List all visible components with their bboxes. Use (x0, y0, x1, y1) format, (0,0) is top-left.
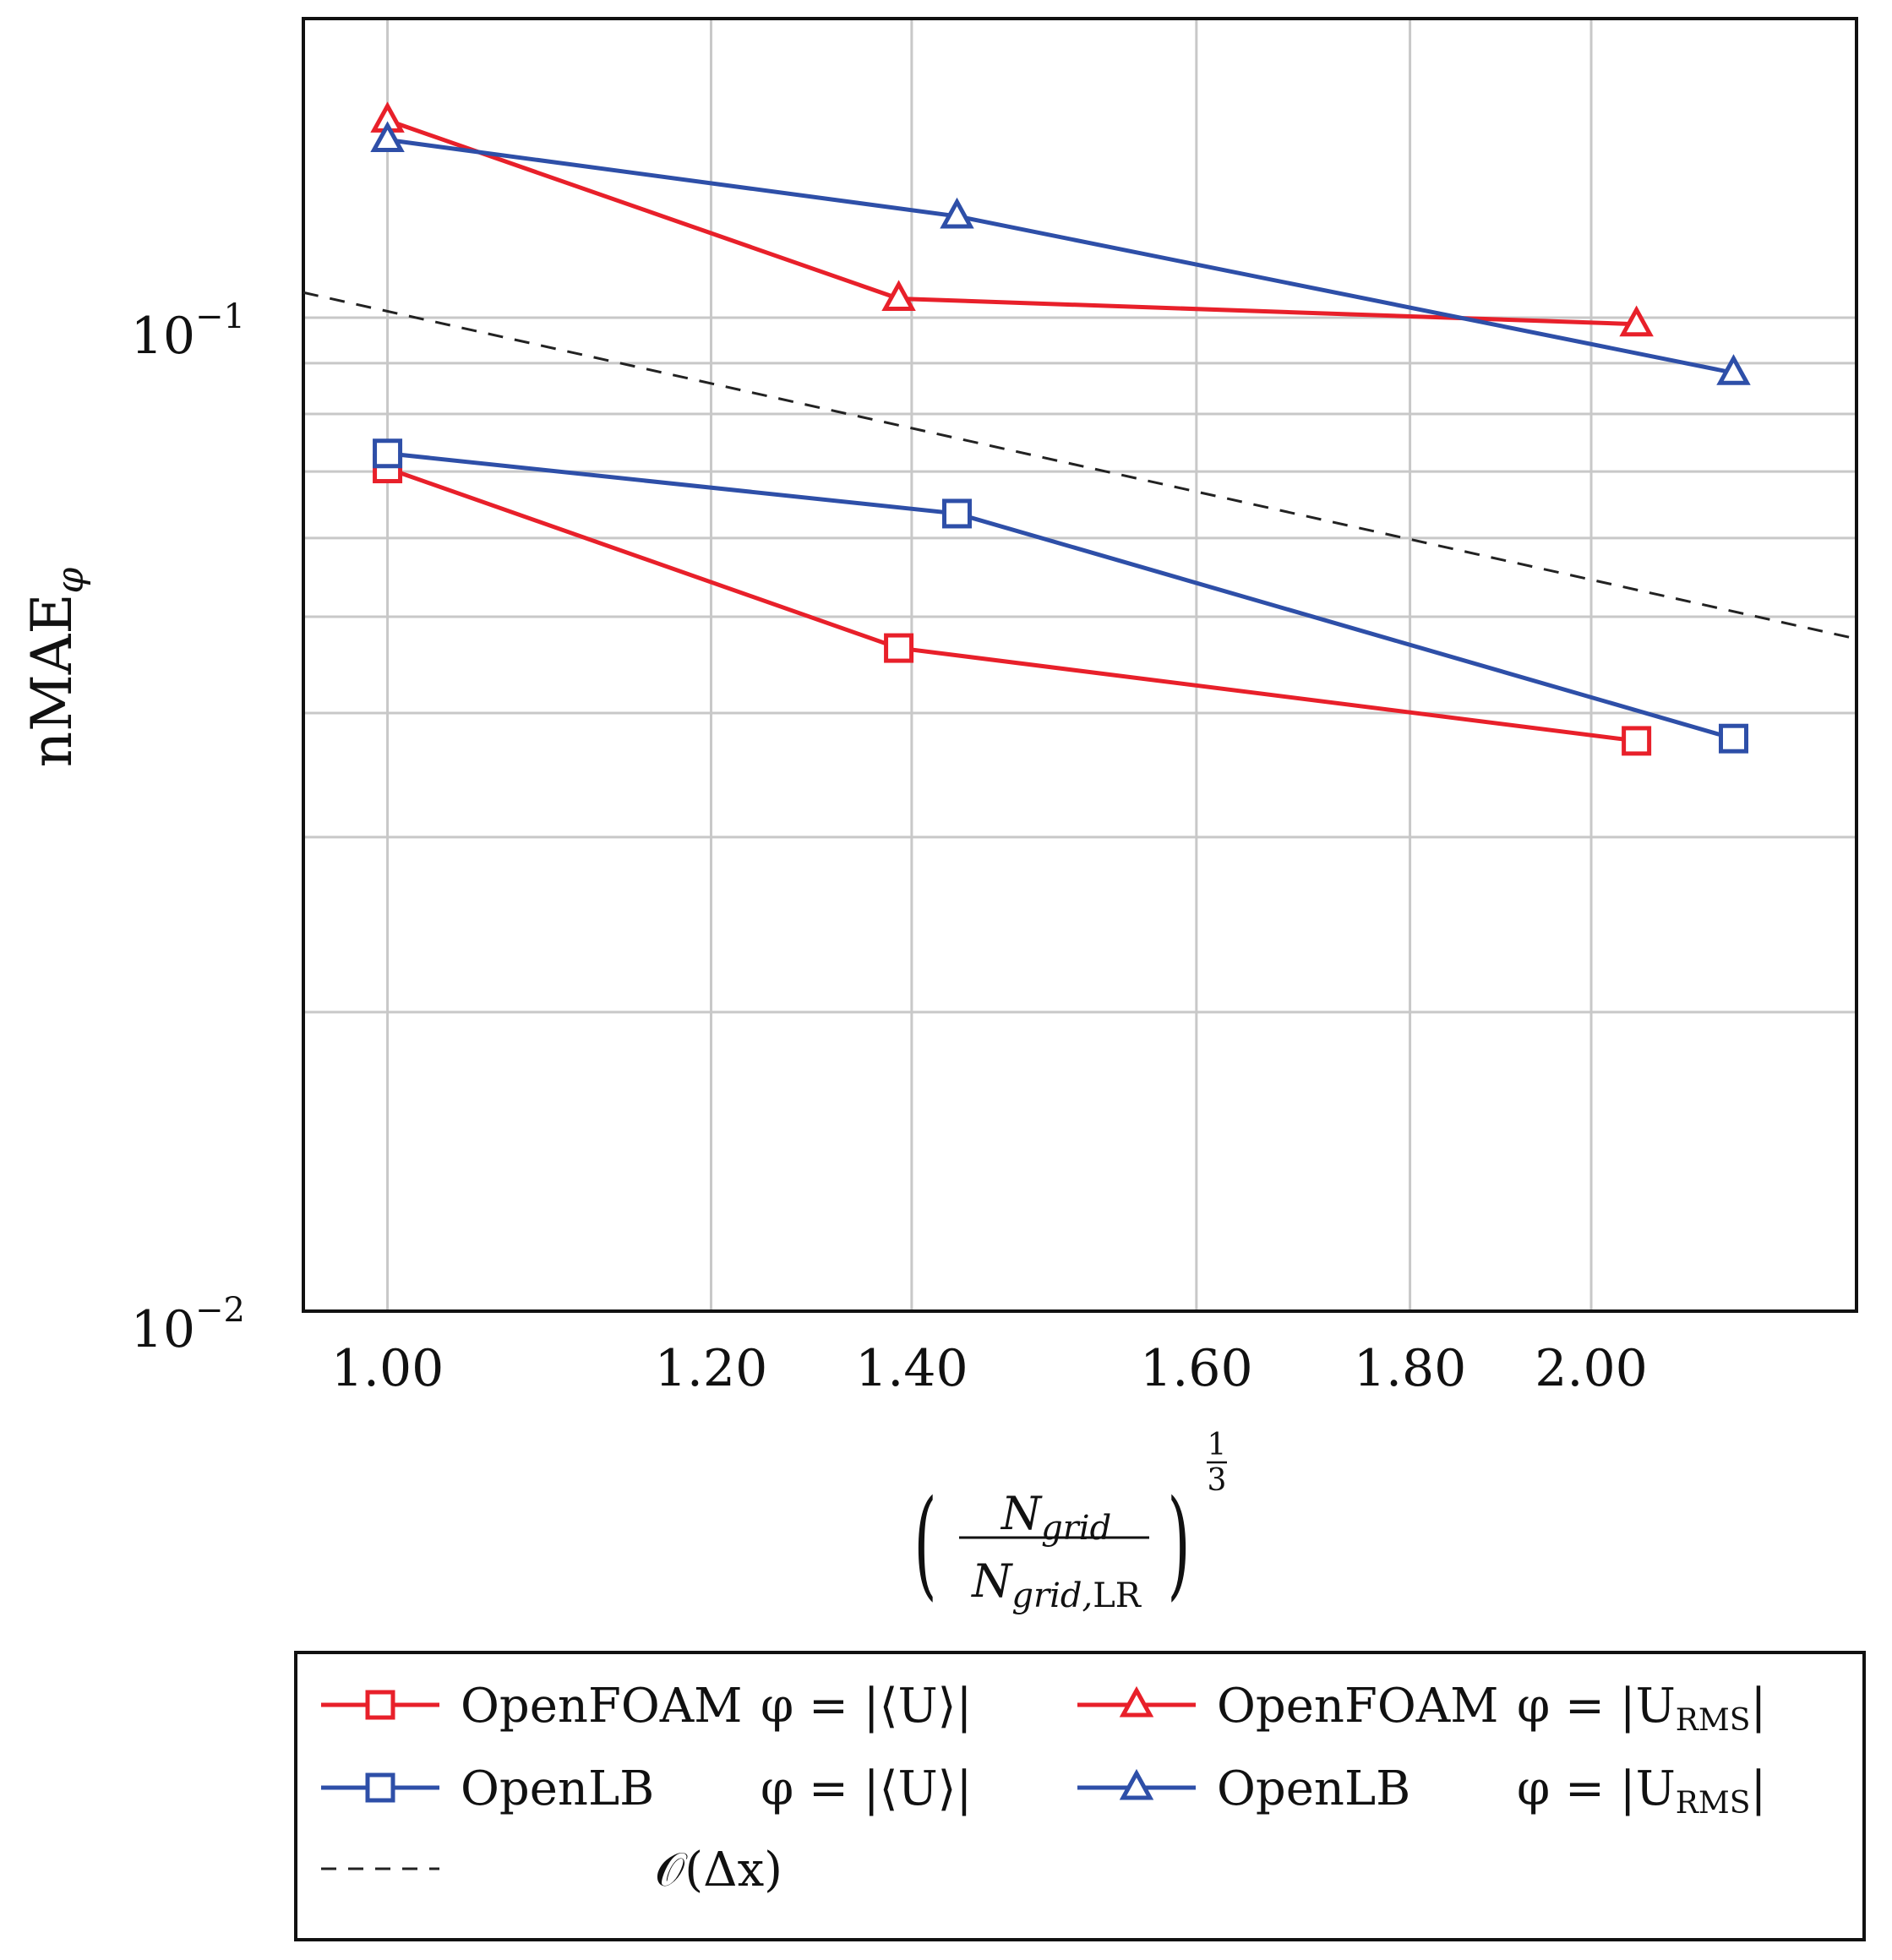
data-point (1718, 723, 1748, 754)
legend-marker (1119, 1685, 1154, 1718)
legend-quantity-label: φ = |⟨U⟩| (761, 1761, 972, 1816)
svg-text:1: 1 (1208, 1428, 1227, 1462)
series-line (387, 138, 1734, 375)
legend-solver-label: OpenLB (461, 1761, 654, 1816)
legend-quantity-label: φ = |URMS| (1517, 1761, 1766, 1821)
grid (303, 19, 1857, 1311)
x-tick-label: 2.00 (1535, 1339, 1648, 1398)
x-tick-label: 1.00 (331, 1339, 444, 1398)
x-tick-label: 1.20 (655, 1339, 768, 1398)
y-tick-label: 10−2 (131, 1291, 245, 1359)
data-point (941, 498, 972, 529)
data-point (1716, 354, 1751, 385)
svg-text:): ) (1167, 1475, 1190, 1613)
data-point (373, 438, 403, 469)
legend-box (294, 1651, 1866, 1941)
series-3 (370, 121, 1751, 385)
legend-marker (365, 1690, 395, 1720)
data-point (1622, 726, 1652, 756)
legend-solver-label: OpenFOAM (1217, 1679, 1499, 1734)
series-group (303, 101, 1857, 756)
plot-frame (302, 17, 1858, 1313)
tick-labels: 1.00 1.20 1.40 1.60 1.80 2.00 10−1 10−2 (131, 297, 1648, 1398)
x-tick-label: 1.40 (855, 1339, 968, 1398)
series-1 (373, 438, 1748, 754)
series-4 (303, 291, 1857, 640)
y-tick-label: 10−1 (131, 297, 245, 366)
legend-entry: OpenLB φ = |⟨U⟩| (321, 1761, 972, 1816)
series-line (386, 118, 1637, 327)
svg-text:(: ( (913, 1475, 936, 1613)
data-point (884, 633, 914, 663)
data-point (940, 197, 974, 229)
legend-entry: OpenLB φ = |URMS| (1077, 1761, 1766, 1821)
data-point (1619, 305, 1654, 337)
svg-text:Ngrid,LR: Ngrid,LR (970, 1554, 1142, 1615)
legend-entry: OpenFOAM φ = |⟨U⟩| (321, 1679, 972, 1734)
x-axis-label: ( ) Ngrid Ngrid,LR 1 3 (913, 1428, 1227, 1615)
series-line (387, 451, 1735, 741)
legend-solver-label: OpenFOAM (461, 1679, 743, 1734)
reference-line (303, 291, 1857, 640)
legend-quantity-label: 𝒪(Δx) (655, 1843, 782, 1897)
legend-entry: 𝒪(Δx) (321, 1843, 782, 1897)
series-2 (370, 101, 1654, 337)
data-point (370, 121, 405, 153)
legend-quantity-label: φ = |⟨U⟩| (761, 1679, 972, 1734)
series-0 (373, 454, 1652, 756)
legend: OpenFOAM φ = |⟨U⟩| OpenFOAM φ = |URMS|OpenL… (321, 1679, 1766, 1897)
legend-quantity-label: φ = |URMS| (1517, 1679, 1766, 1738)
svg-text:Ngrid: Ngrid (1000, 1487, 1111, 1548)
series-line (386, 466, 1637, 743)
x-tick-label: 1.60 (1140, 1339, 1253, 1398)
y-axis-label: nMAEφ (19, 567, 92, 767)
legend-solver-label: OpenLB (1217, 1761, 1410, 1816)
legend-entry: OpenFOAM φ = |URMS| (1077, 1679, 1766, 1738)
legend-marker (1119, 1768, 1154, 1800)
x-tick-label: 1.80 (1354, 1339, 1467, 1398)
data-point (881, 280, 916, 312)
svg-text:3: 3 (1208, 1463, 1227, 1498)
legend-marker (365, 1772, 395, 1803)
